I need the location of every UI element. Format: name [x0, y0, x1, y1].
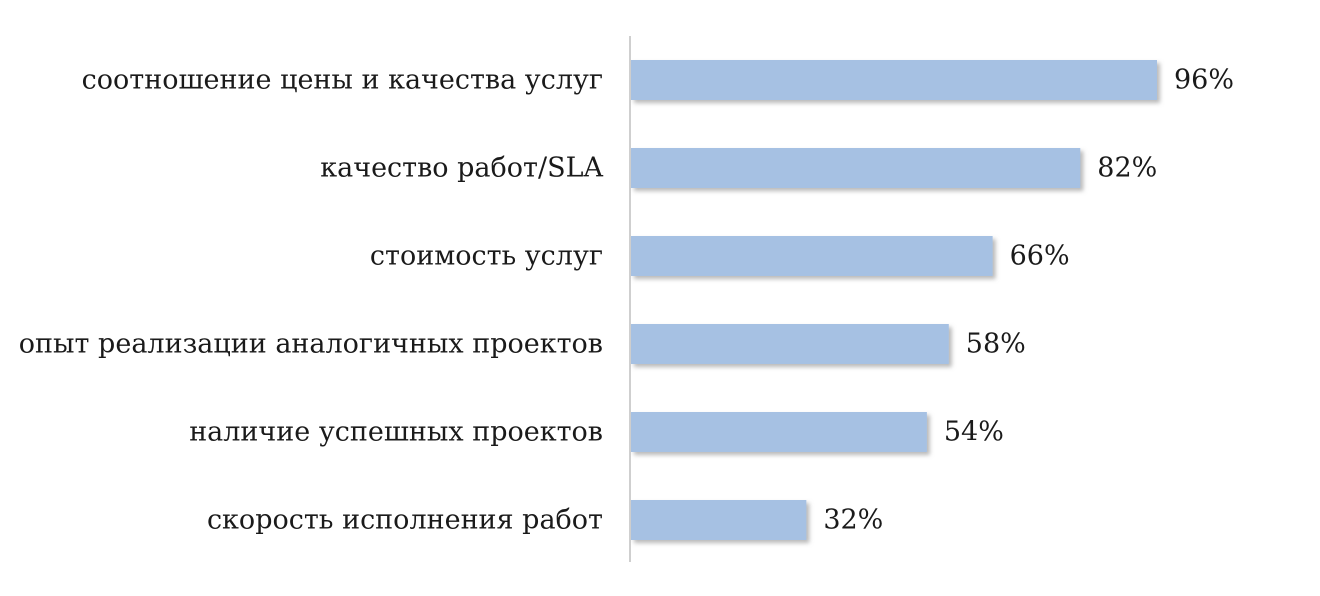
category-label-4: опыт реализации аналогичных проектов [19, 329, 603, 360]
labels-layer: соотношение цены и качества услуг 96% каче… [19, 65, 1234, 536]
bar-6 [631, 500, 807, 540]
value-label-4: 58% [966, 329, 1026, 360]
bar-3 [631, 236, 993, 276]
bar-1 [631, 60, 1157, 100]
bar-4 [631, 324, 949, 364]
bar-5 [631, 412, 927, 452]
category-label-6: скорость исполнения работ [207, 505, 603, 536]
category-label-2: качество работ/SLA [320, 153, 603, 184]
category-label-5: наличие успешных проектов [189, 417, 603, 448]
value-label-6: 32% [823, 505, 883, 536]
value-label-1: 96% [1174, 65, 1234, 96]
value-label-2: 82% [1097, 153, 1157, 184]
category-label-3: стоимость услуг [370, 241, 603, 272]
category-label-1: соотношение цены и качества услуг [82, 65, 603, 96]
value-label-5: 54% [944, 417, 1004, 448]
value-label-3: 66% [1010, 241, 1070, 272]
bar-2 [631, 148, 1081, 188]
bars-layer [631, 60, 1157, 540]
